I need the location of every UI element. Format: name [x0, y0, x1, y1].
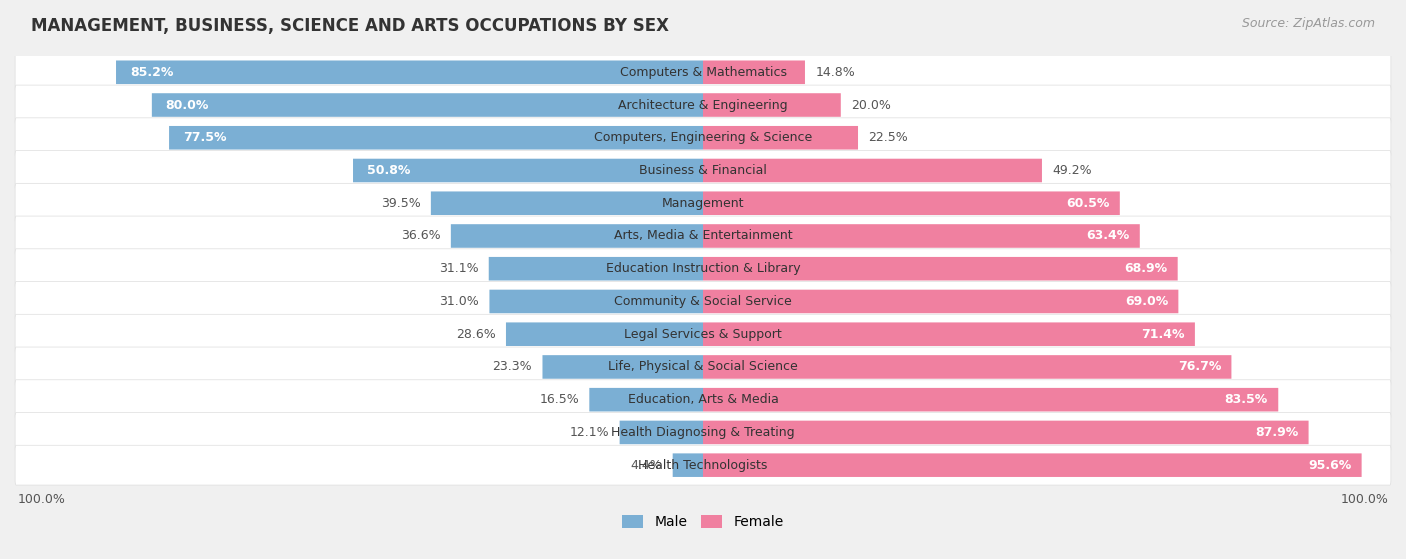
FancyBboxPatch shape: [353, 159, 703, 182]
Text: Business & Financial: Business & Financial: [640, 164, 766, 177]
FancyBboxPatch shape: [620, 420, 703, 444]
FancyBboxPatch shape: [15, 118, 1391, 158]
FancyBboxPatch shape: [703, 126, 858, 150]
FancyBboxPatch shape: [15, 53, 1391, 92]
Text: 12.1%: 12.1%: [569, 426, 609, 439]
FancyBboxPatch shape: [489, 290, 703, 313]
FancyBboxPatch shape: [489, 257, 703, 281]
Text: 22.5%: 22.5%: [869, 131, 908, 144]
FancyBboxPatch shape: [589, 388, 703, 411]
Text: Education, Arts & Media: Education, Arts & Media: [627, 393, 779, 406]
Text: 100.0%: 100.0%: [17, 493, 66, 506]
Text: Computers, Engineering & Science: Computers, Engineering & Science: [593, 131, 813, 144]
Text: Computers & Mathematics: Computers & Mathematics: [620, 66, 786, 79]
Text: Health Technologists: Health Technologists: [638, 459, 768, 472]
FancyBboxPatch shape: [703, 355, 1232, 379]
Text: 14.8%: 14.8%: [815, 66, 855, 79]
Legend: Male, Female: Male, Female: [617, 510, 789, 535]
Text: Health Diagnosing & Treating: Health Diagnosing & Treating: [612, 426, 794, 439]
Text: 85.2%: 85.2%: [129, 66, 173, 79]
FancyBboxPatch shape: [451, 224, 703, 248]
FancyBboxPatch shape: [672, 453, 703, 477]
FancyBboxPatch shape: [430, 191, 703, 215]
Text: 63.4%: 63.4%: [1087, 230, 1129, 243]
FancyBboxPatch shape: [703, 290, 1178, 313]
Text: 95.6%: 95.6%: [1308, 459, 1351, 472]
Text: 23.3%: 23.3%: [492, 361, 531, 373]
FancyBboxPatch shape: [169, 126, 703, 150]
FancyBboxPatch shape: [703, 159, 1042, 182]
Text: 36.6%: 36.6%: [401, 230, 440, 243]
FancyBboxPatch shape: [703, 257, 1178, 281]
FancyBboxPatch shape: [703, 224, 1140, 248]
Text: Community & Social Service: Community & Social Service: [614, 295, 792, 308]
Text: 4.4%: 4.4%: [631, 459, 662, 472]
Text: 50.8%: 50.8%: [367, 164, 411, 177]
FancyBboxPatch shape: [15, 347, 1391, 387]
FancyBboxPatch shape: [703, 191, 1119, 215]
Text: 77.5%: 77.5%: [183, 131, 226, 144]
Text: 31.1%: 31.1%: [439, 262, 478, 275]
FancyBboxPatch shape: [15, 446, 1391, 485]
FancyBboxPatch shape: [152, 93, 703, 117]
Text: 16.5%: 16.5%: [540, 393, 579, 406]
FancyBboxPatch shape: [15, 282, 1391, 321]
FancyBboxPatch shape: [15, 413, 1391, 452]
Text: Management: Management: [662, 197, 744, 210]
Text: 69.0%: 69.0%: [1125, 295, 1168, 308]
FancyBboxPatch shape: [15, 216, 1391, 256]
Text: Architecture & Engineering: Architecture & Engineering: [619, 98, 787, 111]
Text: Education Instruction & Library: Education Instruction & Library: [606, 262, 800, 275]
Text: 28.6%: 28.6%: [456, 328, 496, 340]
FancyBboxPatch shape: [117, 60, 703, 84]
Text: MANAGEMENT, BUSINESS, SCIENCE AND ARTS OCCUPATIONS BY SEX: MANAGEMENT, BUSINESS, SCIENCE AND ARTS O…: [31, 17, 669, 35]
FancyBboxPatch shape: [703, 323, 1195, 346]
FancyBboxPatch shape: [703, 93, 841, 117]
FancyBboxPatch shape: [703, 60, 806, 84]
FancyBboxPatch shape: [15, 249, 1391, 288]
FancyBboxPatch shape: [15, 314, 1391, 354]
Text: Legal Services & Support: Legal Services & Support: [624, 328, 782, 340]
FancyBboxPatch shape: [703, 388, 1278, 411]
FancyBboxPatch shape: [15, 380, 1391, 420]
Text: 87.9%: 87.9%: [1256, 426, 1298, 439]
FancyBboxPatch shape: [15, 183, 1391, 223]
FancyBboxPatch shape: [15, 150, 1391, 191]
Text: 49.2%: 49.2%: [1052, 164, 1092, 177]
Text: 71.4%: 71.4%: [1142, 328, 1185, 340]
Text: 80.0%: 80.0%: [166, 98, 209, 111]
FancyBboxPatch shape: [506, 323, 703, 346]
Text: 68.9%: 68.9%: [1125, 262, 1167, 275]
Text: Source: ZipAtlas.com: Source: ZipAtlas.com: [1241, 17, 1375, 30]
Text: 20.0%: 20.0%: [851, 98, 891, 111]
FancyBboxPatch shape: [703, 453, 1361, 477]
Text: Life, Physical & Social Science: Life, Physical & Social Science: [609, 361, 797, 373]
FancyBboxPatch shape: [15, 85, 1391, 125]
Text: 39.5%: 39.5%: [381, 197, 420, 210]
Text: 76.7%: 76.7%: [1178, 361, 1220, 373]
FancyBboxPatch shape: [543, 355, 703, 379]
Text: 60.5%: 60.5%: [1066, 197, 1109, 210]
FancyBboxPatch shape: [703, 420, 1309, 444]
Text: 31.0%: 31.0%: [439, 295, 479, 308]
Text: Arts, Media & Entertainment: Arts, Media & Entertainment: [613, 230, 793, 243]
Text: 83.5%: 83.5%: [1225, 393, 1268, 406]
Text: 100.0%: 100.0%: [1340, 493, 1389, 506]
